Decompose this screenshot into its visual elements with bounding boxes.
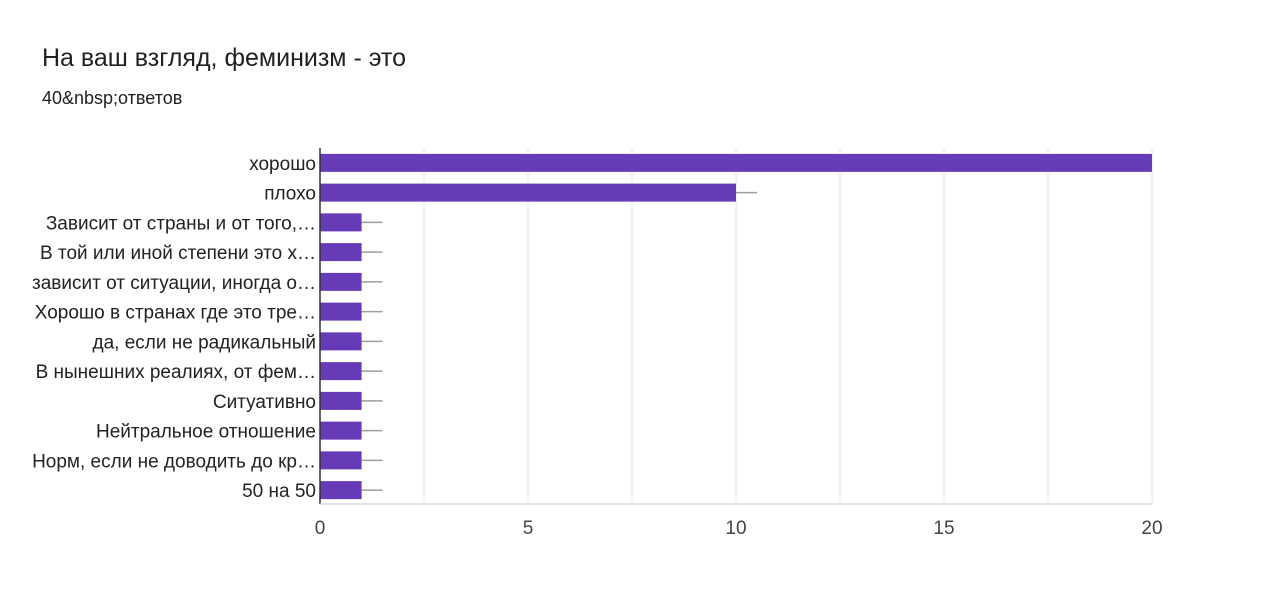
category-label: хорошо — [249, 154, 316, 175]
x-tick-label: 5 — [523, 518, 534, 539]
category-label: Норм, если не доводить до кр… — [32, 451, 316, 472]
x-tick-label: 15 — [933, 518, 954, 539]
bar — [320, 451, 362, 470]
response-count: 40&nbsp;ответов — [42, 88, 183, 108]
category-label: Нейтральное отношение — [96, 422, 316, 443]
x-tick-label: 0 — [315, 518, 326, 539]
bar — [320, 362, 362, 381]
category-label: В той или иной степени это х… — [40, 243, 316, 264]
bar — [320, 243, 362, 262]
bar — [320, 332, 362, 351]
category-label: плохо — [264, 184, 316, 205]
category-label: да, если не радикальный — [93, 332, 316, 353]
chart-title: На ваш взгляд, феминизм - это — [42, 44, 406, 72]
bar — [320, 481, 362, 500]
bar — [320, 153, 1152, 172]
bar — [320, 302, 362, 321]
category-label: В нынешних реалиях, от фем… — [36, 362, 316, 383]
bar — [320, 421, 362, 440]
x-tick-label: 20 — [1141, 518, 1162, 539]
bar — [320, 183, 736, 202]
category-label: Хорошо в странах где это тре… — [35, 303, 316, 324]
bar — [320, 391, 362, 410]
category-label: Зависит от страны и от того,… — [46, 213, 316, 234]
x-tick-label: 10 — [725, 518, 746, 539]
category-label: Ситуативно — [213, 392, 316, 413]
bar — [320, 272, 362, 291]
category-label: 50 на 50 — [242, 481, 316, 502]
category-label: зависит от ситуации, иногда о… — [32, 273, 316, 294]
bar — [320, 213, 362, 232]
